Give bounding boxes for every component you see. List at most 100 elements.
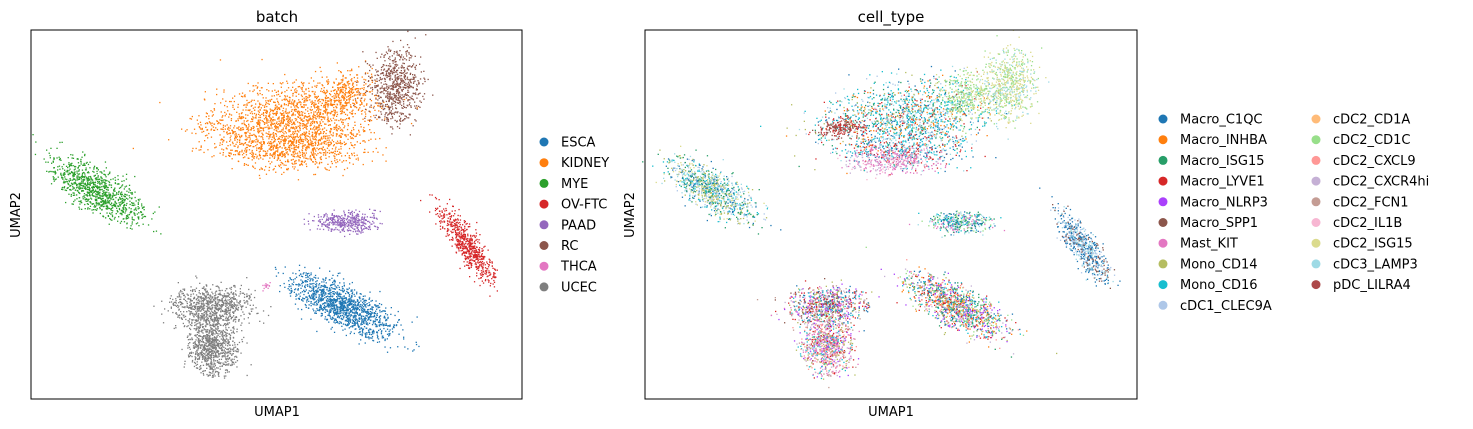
batch-point: [66, 170, 68, 172]
batch-point: [242, 117, 245, 119]
batch-point: [336, 93, 338, 95]
batch-point: [72, 171, 74, 174]
batch-point: [353, 129, 355, 131]
batch-point: [322, 100, 325, 102]
batch-point: [300, 114, 302, 116]
batch-point: [119, 192, 122, 194]
batch-point: [404, 83, 406, 86]
batch-point: [265, 110, 268, 112]
batch-point: [131, 191, 133, 194]
batch-point: [125, 215, 128, 217]
batch-point: [390, 85, 392, 87]
batch-point: [327, 119, 330, 121]
batch-point: [389, 92, 391, 94]
batch-point: [345, 134, 347, 136]
batch-point: [257, 123, 259, 125]
batch-point: [389, 65, 391, 67]
batch-point: [61, 176, 63, 178]
batch-point: [342, 74, 344, 77]
batch-point: [255, 85, 257, 87]
batch-point: [125, 197, 128, 199]
batch-point: [307, 87, 310, 90]
batch-point: [471, 252, 473, 254]
batch-point: [73, 172, 76, 174]
batch-point: [321, 138, 323, 140]
batch-point: [259, 116, 262, 119]
batch-point: [313, 121, 315, 123]
batch-point: [287, 121, 290, 124]
batch-point: [391, 104, 393, 106]
batch-point: [396, 77, 398, 79]
batch-point: [93, 183, 95, 185]
batch-point: [102, 179, 104, 181]
batch-point: [232, 97, 234, 99]
batch-point: [400, 113, 403, 116]
batch-point: [344, 102, 346, 104]
batch-point: [83, 187, 85, 189]
batch-point: [310, 128, 312, 130]
batch-point: [393, 53, 395, 55]
batch-point: [417, 80, 419, 82]
batch-point: [114, 179, 117, 181]
batch-point: [276, 111, 278, 113]
batch-point: [247, 128, 249, 130]
batch-point: [310, 143, 312, 146]
batch-point: [320, 156, 322, 158]
batch-point: [98, 197, 101, 199]
batch-point: [243, 120, 245, 122]
batch-point: [295, 110, 297, 112]
batch-point: [125, 210, 127, 212]
batch-point: [383, 119, 386, 122]
batch-point: [323, 141, 325, 143]
batch-point: [272, 123, 274, 125]
batch-point: [297, 107, 299, 109]
batch-point: [313, 154, 315, 156]
batch-point: [302, 83, 304, 85]
batch-point: [386, 76, 388, 79]
batch-point: [409, 65, 411, 67]
batch-point: [402, 96, 404, 98]
batch-point: [370, 87, 372, 89]
batch-point: [273, 95, 275, 97]
batch-point: [115, 194, 117, 196]
batch-point: [300, 81, 303, 83]
batch-point: [267, 99, 269, 102]
batch-point: [62, 168, 64, 170]
batch-point: [446, 224, 448, 227]
batch-point: [81, 189, 83, 192]
batch-point: [316, 84, 318, 87]
batch-point: [313, 113, 315, 115]
batch-point: [379, 210, 381, 213]
batch-point: [403, 103, 405, 105]
batch-point: [349, 74, 351, 76]
batch-point: [293, 108, 295, 111]
batch-point: [313, 220, 315, 222]
batch-point: [104, 185, 106, 187]
batch-point: [128, 213, 131, 216]
batch-point: [114, 200, 116, 202]
batch-point: [374, 74, 376, 77]
batch-point: [350, 137, 352, 140]
batch-point: [330, 102, 332, 104]
batch-point: [72, 194, 75, 196]
batch-point: [342, 84, 344, 86]
batch-point: [105, 203, 107, 205]
batch-point: [334, 160, 336, 162]
batch-point: [450, 225, 452, 228]
batch-point: [285, 110, 287, 112]
batch-point: [77, 167, 79, 169]
batch-point: [102, 190, 104, 192]
batch-point: [317, 216, 320, 218]
batch-point: [228, 133, 230, 135]
batch-point: [262, 133, 264, 136]
batch-point: [319, 161, 321, 164]
batch-point: [278, 108, 281, 110]
batch-point: [338, 82, 340, 84]
batch-point: [441, 211, 443, 213]
batch-point: [78, 177, 80, 179]
batch-point: [266, 89, 268, 91]
batch-point: [305, 146, 308, 148]
batch-point: [247, 119, 249, 122]
batch-point: [119, 213, 122, 215]
batch-point: [78, 173, 81, 175]
